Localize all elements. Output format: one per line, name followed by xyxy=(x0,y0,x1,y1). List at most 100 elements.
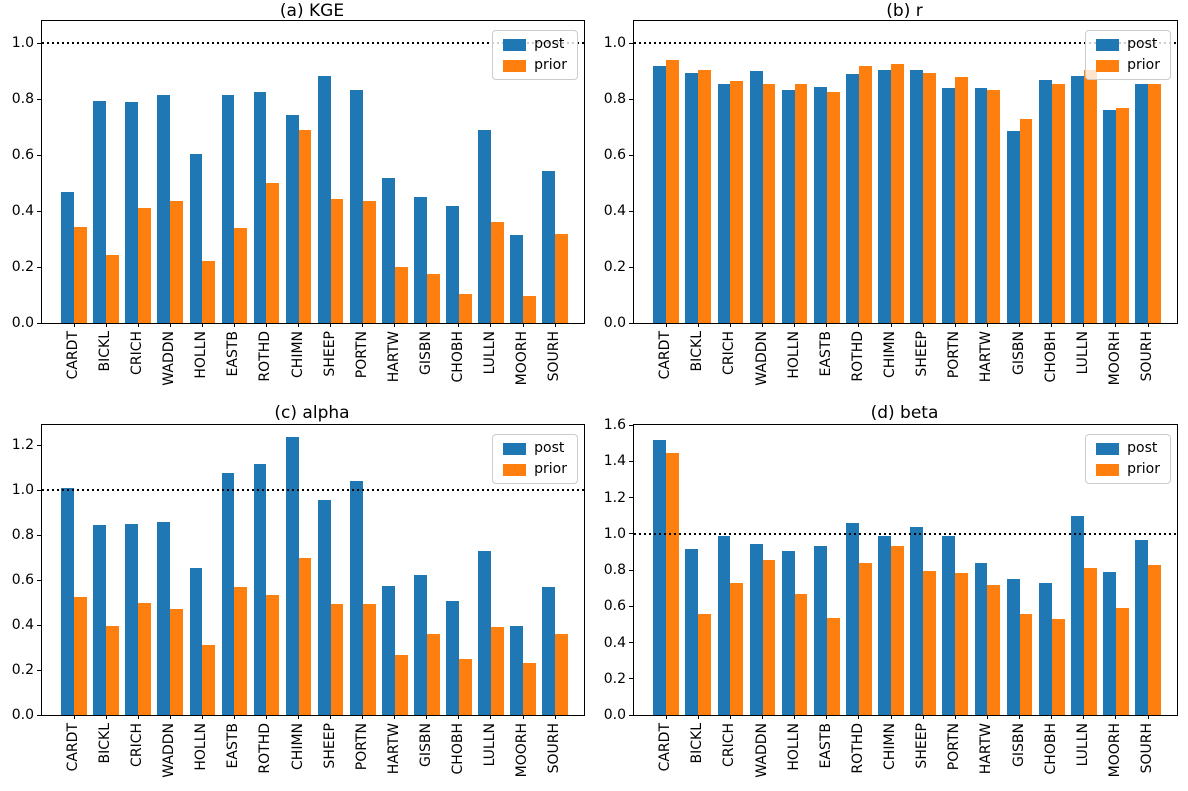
bar-prior-CHIMN xyxy=(298,130,312,323)
y-tick-label: 1.6 xyxy=(603,417,626,433)
y-tick-label: 0.2 xyxy=(603,259,626,276)
bar-prior-CHOBH xyxy=(458,293,472,323)
legend-item-post: post xyxy=(1096,37,1160,52)
y-axis-tick xyxy=(629,154,633,156)
bar-post-HARTW xyxy=(381,585,395,715)
x-axis-tick xyxy=(233,715,235,719)
x-tick-label-BICKL: BICKL xyxy=(689,723,706,764)
y-tick-label: 0.2 xyxy=(11,259,34,276)
x-tick-label-WADDN: WADDN xyxy=(753,331,770,386)
subplot-d-axes: 0.0 0.2 0.4 0.6 0.8 1.0 1.2 1.4 1.6 CARDT BICKL CRI… xyxy=(604,417,1178,778)
x-axis-tick xyxy=(458,715,460,719)
bar-prior-BICKL xyxy=(698,69,712,323)
reference-line xyxy=(42,42,584,45)
x-tick-label-CRICH: CRICH xyxy=(721,331,738,375)
y-axis-tick xyxy=(37,444,41,446)
subplot-a-axes: 0.0 0.2 0.4 0.6 0.8 1.0 CARDT BICKL CRICH WADDN HO… xyxy=(12,20,585,386)
x-tick-label-ROTHD: ROTHD xyxy=(257,723,274,774)
x-tick-label-SOURH: SOURH xyxy=(546,331,563,382)
bar-post-BICKL xyxy=(685,549,699,715)
bar-prior-CRICH xyxy=(138,208,152,323)
x-axis-tick xyxy=(522,715,524,719)
bar-prior-BICKL xyxy=(106,626,119,715)
x-axis-tick xyxy=(265,715,267,719)
legend-label-post: post xyxy=(534,36,565,52)
y-axis-tick xyxy=(629,533,633,535)
x-tick-label-CHIMN: CHIMN xyxy=(289,723,306,770)
x-axis-tick xyxy=(729,715,731,719)
bar-post-CRICH xyxy=(717,83,731,323)
bar-prior-SOURH xyxy=(1148,564,1161,715)
bar-prior-EASTB xyxy=(234,586,248,715)
legend-label-prior: prior xyxy=(1127,57,1160,73)
x-axis-tick xyxy=(762,323,764,327)
y-tick-label: 0.4 xyxy=(11,617,34,634)
x-axis-tick xyxy=(986,715,988,719)
x-axis-tick xyxy=(554,715,556,719)
bar-prior-HARTW xyxy=(394,267,408,323)
x-tick-label-BICKL: BICKL xyxy=(689,331,706,372)
bar-post-WADDN xyxy=(749,71,763,323)
y-tick-label: 1.2 xyxy=(11,437,34,454)
x-tick-label-BICKL: BICKL xyxy=(97,723,114,764)
bar-prior-SHEEP xyxy=(330,198,344,323)
x-tick-label-EASTB: EASTB xyxy=(817,723,834,769)
bar-post-CARDT xyxy=(653,65,667,323)
x-tick-label-GISBN: GISBN xyxy=(417,723,434,767)
bar-prior-HARTW xyxy=(394,655,408,715)
x-tick-label-HARTW: HARTW xyxy=(978,723,995,775)
x-axis-tick xyxy=(922,323,924,327)
x-axis-tick xyxy=(794,323,796,327)
x-axis-tick xyxy=(1147,323,1149,327)
legend: post prior xyxy=(1085,30,1171,80)
x-tick-label-CHIMN: CHIMN xyxy=(289,331,306,378)
y-axis-tick xyxy=(37,714,41,716)
legend-item-post: post xyxy=(503,37,567,52)
y-axis-tick xyxy=(629,424,633,426)
bar-post-CRICH xyxy=(717,535,731,715)
legend-swatch-prior xyxy=(1096,463,1120,476)
bar-post-GISBN xyxy=(1006,579,1020,715)
bar-post-HARTW xyxy=(974,562,988,715)
bar-post-ROTHD xyxy=(253,92,267,323)
bar-prior-SHEEP xyxy=(330,603,344,715)
x-tick-label-CHIMN: CHIMN xyxy=(882,723,899,770)
x-tick-label-CHIMN: CHIMN xyxy=(882,331,899,378)
bar-prior-SOURH xyxy=(1148,83,1161,323)
bar-prior-ROTHD xyxy=(858,65,872,323)
bar-post-PORTN xyxy=(942,88,956,323)
legend-label-post: post xyxy=(1127,440,1158,456)
x-axis-tick xyxy=(362,715,364,719)
bar-post-EASTB xyxy=(221,473,235,715)
x-tick-label-PORTN: PORTN xyxy=(353,723,370,771)
x-tick-label-CARDT: CARDT xyxy=(657,331,674,380)
bar-post-PORTN xyxy=(349,481,363,715)
bar-post-ROTHD xyxy=(846,74,859,323)
x-tick-label-CHOBH: CHOBH xyxy=(449,331,466,383)
x-axis-tick xyxy=(858,715,860,719)
x-tick-label-EASTB: EASTB xyxy=(225,331,242,377)
bar-prior-ROTHD xyxy=(858,562,872,715)
bar-prior-GISBN xyxy=(426,274,440,323)
bar-post-SHEEP xyxy=(910,526,924,715)
x-tick-label-CRICH: CRICH xyxy=(129,723,146,767)
x-tick-label-MOORH: MOORH xyxy=(1106,331,1123,386)
bar-prior-GISBN xyxy=(1019,118,1033,323)
y-axis-tick xyxy=(629,210,633,212)
x-axis-tick xyxy=(794,715,796,719)
bar-post-SHEEP xyxy=(317,500,331,715)
legend: post prior xyxy=(492,434,578,484)
legend-swatch-post xyxy=(1096,442,1120,455)
x-tick-label-CHOBH: CHOBH xyxy=(1042,331,1059,383)
y-axis-tick xyxy=(37,669,41,671)
x-tick-label-GISBN: GISBN xyxy=(1010,723,1027,767)
bar-prior-GISBN xyxy=(426,634,440,715)
bar-prior-HARTW xyxy=(987,89,1001,323)
x-axis-tick xyxy=(233,323,235,327)
y-axis-tick xyxy=(629,714,633,716)
bar-prior-CRICH xyxy=(730,81,744,323)
bar-prior-CHIMN xyxy=(891,545,904,715)
bar-prior-CHOBH xyxy=(1051,83,1065,323)
x-tick-label-PORTN: PORTN xyxy=(353,331,370,379)
x-axis-tick xyxy=(105,715,107,719)
